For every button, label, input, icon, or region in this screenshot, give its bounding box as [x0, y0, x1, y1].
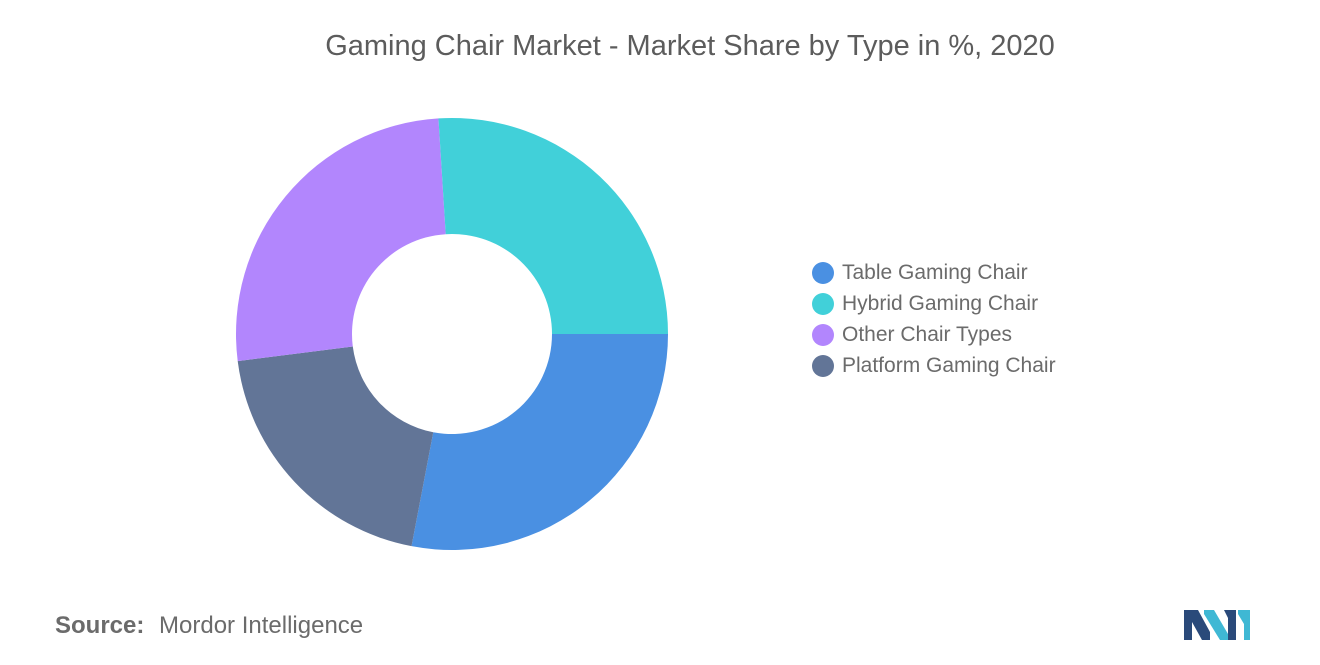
source-line: Source: Mordor Intelligence [55, 612, 363, 640]
legend-label: Table Gaming Chair [842, 260, 1028, 284]
legend-swatch-icon [812, 323, 834, 346]
slice-other-chair-types[interactable] [236, 118, 446, 362]
legend-swatch-icon [812, 292, 834, 315]
legend-label: Hybrid Gaming Chair [842, 291, 1039, 315]
slice-hybrid-gaming-chair[interactable] [438, 117, 668, 334]
slice-platform-gaming-chair[interactable] [237, 346, 434, 547]
legend-item-hybrid-gaming-chair[interactable]: Hybrid Gaming Chair [812, 288, 1056, 319]
legend-item-table-gaming-chair[interactable]: Table Gaming Chair [812, 257, 1056, 288]
legend-item-platform-gaming-chair[interactable]: Platform Gaming Chair [812, 350, 1056, 381]
mordor-intelligence-logo-icon [1184, 610, 1250, 640]
slice-table-gaming-chair[interactable] [411, 334, 668, 551]
source-value: Mordor Intelligence [159, 612, 364, 639]
source-label: Source: [55, 612, 145, 639]
legend: Table Gaming Chair Hybrid Gaming Chair O… [812, 257, 1056, 381]
legend-swatch-icon [812, 261, 834, 284]
legend-item-other-chair-types[interactable]: Other Chair Types [812, 319, 1056, 350]
chart-title: Gaming Chair Market - Market Share by Ty… [325, 30, 1055, 62]
legend-swatch-icon [812, 354, 834, 377]
legend-label: Platform Gaming Chair [842, 353, 1056, 377]
legend-label: Other Chair Types [842, 322, 1013, 346]
